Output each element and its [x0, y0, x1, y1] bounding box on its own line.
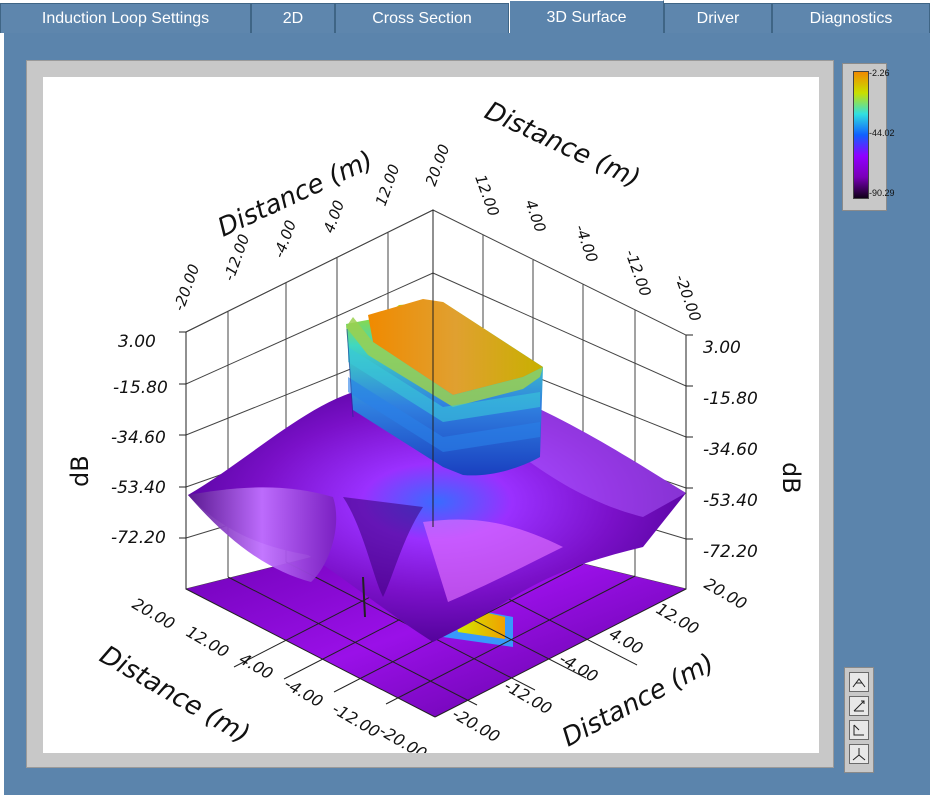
back-right-axis-title: Distance (m)	[480, 96, 645, 194]
front-left-tick-0: 20.00	[129, 594, 178, 633]
front-left-tick-5: -20.00	[376, 721, 430, 753]
front-left-tick-3: -4.00	[281, 674, 326, 711]
z-tick-right-3: -53.40	[703, 491, 758, 511]
z-tick-marks	[179, 331, 693, 540]
tab-bar: Induction Loop Settings 2D Cross Section…	[0, 0, 930, 34]
z-tick-right-4: -72.20	[703, 542, 758, 562]
tab-cross-section[interactable]: Cross Section	[335, 3, 509, 33]
view-orientation-toolbar	[844, 667, 874, 773]
back-right-tick-1: 4.00	[521, 197, 549, 235]
tab-3d-surface[interactable]: 3D Surface	[509, 0, 664, 34]
axes-xy-icon	[852, 678, 866, 688]
front-right-tick-1: -12.00	[501, 676, 555, 718]
view-yz-button[interactable]	[849, 720, 869, 740]
back-right-tick-2: -4.00	[571, 222, 601, 265]
back-right-tick-4: -20.00	[671, 272, 704, 324]
axes-yz-icon	[853, 724, 864, 736]
surface-plateau	[346, 299, 543, 476]
z-tick-right-2: -34.60	[703, 440, 758, 460]
front-right-tick-2: -4.00	[556, 649, 601, 686]
back-right-tick-3: -12.00	[621, 247, 654, 299]
axes-xz-icon	[853, 700, 865, 712]
surface-plot-svg[interactable]: 3.00 -15.80 -34.60 -53.40 -72.20 dB 3.00…	[43, 77, 819, 753]
tab-driver[interactable]: Driver	[664, 3, 772, 33]
tab-diagnostics[interactable]: Diagnostics	[772, 3, 930, 33]
surface-plot-area[interactable]: 3.00 -15.80 -34.60 -53.40 -72.20 dB 3.00…	[43, 77, 819, 753]
front-left-tick-4: -12.00	[329, 699, 383, 741]
color-scale-max-label: -2.26	[869, 68, 890, 78]
front-axis-edges	[185, 210, 687, 589]
z-tick-left-3: -53.40	[111, 478, 166, 498]
view-xz-button[interactable]	[849, 696, 869, 716]
plot-frame: 3.00 -15.80 -34.60 -53.40 -72.20 dB 3.00…	[26, 60, 834, 768]
z-tick-right-1: -15.80	[703, 389, 758, 409]
view-xy-button[interactable]	[849, 672, 869, 692]
z-tick-left-2: -34.60	[111, 428, 166, 448]
front-right-tick-0: -20.00	[449, 704, 503, 746]
back-left-tick-2: -4.00	[270, 218, 300, 261]
tab-induction-loop-settings[interactable]: Induction Loop Settings	[0, 3, 251, 33]
back-left-tick-0: -20.00	[170, 262, 203, 314]
back-left-tick-4: 12.00	[372, 162, 404, 209]
tab-2d[interactable]: 2D	[251, 3, 335, 33]
view-iso-button[interactable]	[849, 744, 869, 764]
color-scale-legend: -2.26 -44.02 -90.29	[842, 63, 895, 211]
z-tick-left-1: -15.80	[113, 378, 168, 398]
color-scale-mid-label: -44.02	[869, 128, 895, 138]
z-tick-left-0: 3.00	[118, 332, 156, 352]
back-left-tick-5: 20.00	[422, 142, 454, 189]
front-right-tick-4: 12.00	[653, 599, 702, 638]
z-tick-left-4: -72.20	[111, 528, 166, 548]
z-tick-right-0: 3.00	[703, 338, 741, 358]
surface-spike	[362, 576, 366, 618]
z-axis-label-left: dB	[66, 455, 94, 487]
tab-panel: 3.00 -15.80 -34.60 -53.40 -72.20 dB 3.00…	[4, 33, 930, 795]
front-right-tick-5: 20.00	[701, 574, 750, 613]
back-left-tick-3: 4.00	[320, 198, 348, 236]
front-left-axis-title: Distance (m)	[95, 640, 255, 750]
axes-iso-icon	[852, 748, 866, 761]
front-left-tick-2: 4.00	[236, 649, 276, 683]
surface-mesh	[188, 387, 686, 642]
front-right-tick-3: 4.00	[606, 624, 646, 658]
z-axis-label-right: dB	[777, 462, 805, 494]
back-right-tick-0: 12.00	[471, 172, 503, 219]
color-scale-bar	[853, 71, 869, 199]
color-scale-min-label: -90.29	[869, 188, 895, 198]
front-left-tick-1: 12.00	[183, 622, 232, 661]
